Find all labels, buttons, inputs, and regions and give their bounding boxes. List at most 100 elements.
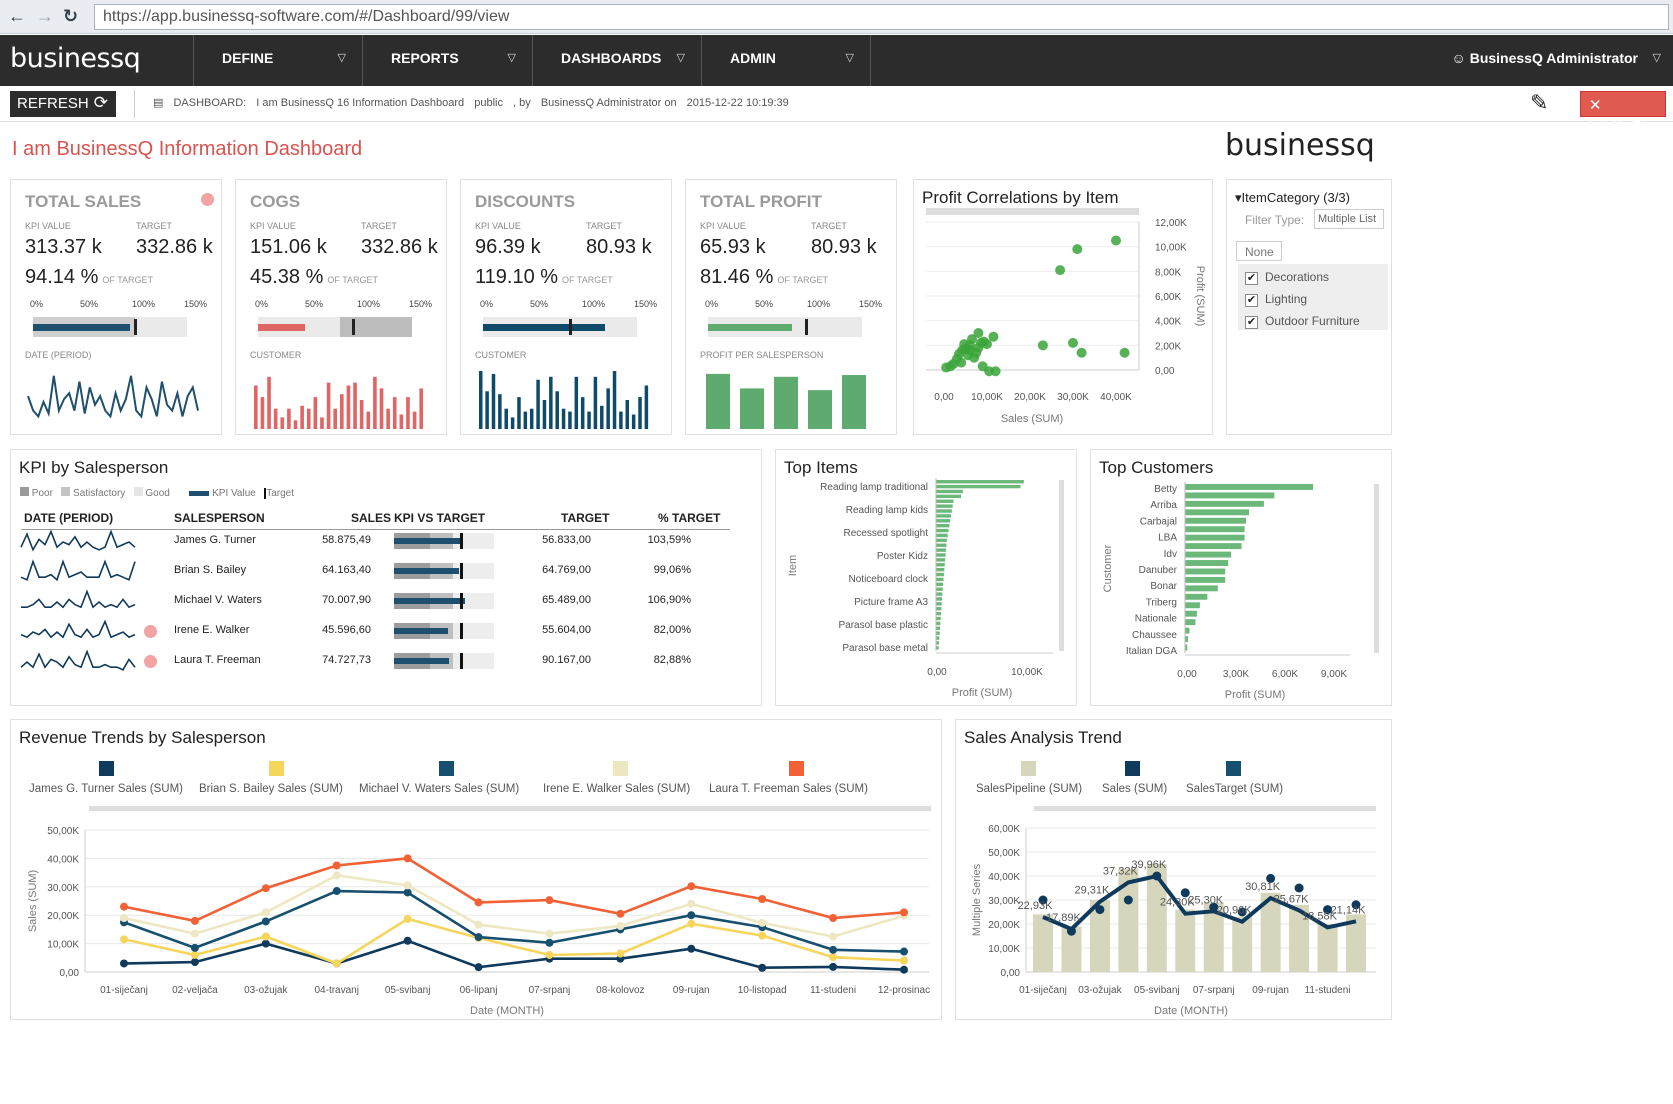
kpi-bar [254, 385, 258, 429]
kpi-bar [498, 394, 502, 429]
checkbox-checked[interactable]: ✔ [1245, 316, 1258, 329]
meta-date: 2015-12-22 10:19:39 [686, 97, 789, 109]
bar [936, 558, 946, 562]
bar [936, 504, 953, 508]
chevron-down-icon: ▽ [337, 52, 346, 64]
series-line [123, 874, 905, 938]
x-tick-label: 03-ožujak [244, 985, 288, 996]
bullet-target-marker [460, 593, 463, 609]
data-point [616, 921, 625, 930]
chevron-down-icon[interactable]: ▽ [1652, 52, 1661, 64]
filter-item-outdoor-furniture[interactable]: ✔ Outdoor Furniture [1245, 312, 1360, 330]
checkbox-checked[interactable]: ✔ [1245, 294, 1258, 307]
scatter-point [964, 345, 975, 356]
revenue-chart[interactable]: James G. Turner Sales (SUM) Brian S. Bail… [11, 720, 943, 1021]
checkbox-checked[interactable]: ✔ [1245, 272, 1258, 285]
url-input[interactable]: https://app.businessq-software.com/#/Das… [94, 4, 1669, 30]
kpi-bar [529, 408, 534, 429]
scatter-point [973, 328, 984, 338]
x-tick-label: 30,00K [1057, 392, 1089, 403]
legend-label: Satisfactory [73, 488, 126, 499]
bullet-value-bar [708, 324, 792, 331]
filter-item-decorations[interactable]: ✔ Decorations [1245, 268, 1329, 286]
kpi-target: 332.86 k [361, 236, 438, 258]
scatter-chart[interactable]: 0,00 2,00K 4,00K 6,00K 8,00K 10,00K 12,00K 0,00… [914, 180, 1214, 436]
user-menu[interactable]: ☺ BusinessQ Administrator [1452, 50, 1638, 66]
col-salesperson[interactable]: SALESPERSON [174, 511, 265, 525]
top-customers-card: Top Customers Betty Arriba Carbajal LBA Idv D… [1090, 449, 1392, 706]
bar [1185, 509, 1250, 516]
filter-card: ▾ItemCategory (3/3) Filter Type: Multipl… [1226, 179, 1392, 435]
legend-swatch [133, 487, 143, 496]
col-date[interactable]: DATE (PERIOD) [24, 511, 114, 525]
col-sales[interactable]: SALES [351, 511, 392, 525]
data-point [403, 888, 412, 897]
edit-pencil-icon[interactable]: ✎ [1530, 90, 1549, 115]
col-kpi-vs-target[interactable]: KPI VS TARGET [394, 511, 486, 525]
scatter-point [1119, 347, 1130, 358]
data-label: 29,31K [1074, 885, 1110, 897]
bar [936, 548, 947, 552]
bar [1185, 560, 1229, 566]
data-point [900, 956, 908, 965]
filter-item-lighting[interactable]: ✔ Lighting [1245, 290, 1307, 308]
x-tick-label: 08-kolovoz [596, 985, 644, 996]
x-tick-label: 3,00K [1223, 669, 1249, 680]
data-point [120, 935, 128, 944]
bar [1185, 644, 1188, 651]
bar [936, 528, 949, 533]
top-customers-chart[interactable]: Betty Arriba Carbajal LBA Idv Danuber Bonar Tri… [1091, 450, 1393, 707]
menu-reports[interactable]: REPORTS ▽ [362, 35, 532, 86]
filter-title[interactable]: ▾ItemCategory (3/3) [1235, 190, 1350, 206]
target-value: 56.833,00 [542, 534, 591, 546]
x-tick-label: 10-listopad [738, 985, 787, 996]
none-button[interactable]: None [1236, 241, 1282, 261]
sales-value: 70.007,90 [322, 594, 371, 606]
sales-trend-chart[interactable]: SalesPipeline (SUM) Sales (SUM) SalesTarge… [956, 720, 1393, 1021]
data-point [190, 943, 199, 952]
salesperson-name[interactable]: Laura T. Freeman [174, 654, 261, 666]
back-arrow-icon[interactable]: ← [8, 6, 26, 26]
reload-icon[interactable]: ↻ [63, 6, 79, 26]
col-pct-target[interactable]: % TARGET [658, 511, 721, 525]
col-target[interactable]: TARGET [561, 511, 610, 525]
data-point [332, 959, 341, 968]
kpi-percent: 119.10 % OF TARGET [475, 266, 613, 289]
category-label: Carbajal [1140, 516, 1177, 527]
x-tick-label: 06-lipanj [460, 985, 498, 996]
bar [1185, 593, 1208, 600]
legend-label: Poor [31, 488, 53, 499]
menu-define[interactable]: DEFINE ▽ [193, 35, 362, 86]
meta-by: , by [513, 97, 531, 109]
y-tick-label: 2,00K [1155, 341, 1181, 352]
data-point [545, 929, 554, 938]
x-tick-label: 0,00 [927, 667, 947, 678]
data-point [261, 917, 270, 926]
data-label: 25,30K [1188, 894, 1224, 906]
x-tick-label: 10,00K [971, 392, 1003, 403]
data-point [687, 919, 696, 928]
salesperson-name[interactable]: James G. Turner [174, 534, 256, 546]
pipeline-bar [1061, 926, 1082, 972]
category-label: Reading lamp kids [846, 505, 928, 516]
salesperson-name[interactable]: Michael V. Waters [174, 594, 262, 606]
menu-dashboards[interactable]: DASHBOARDS ▽ [532, 35, 701, 86]
salesperson-name[interactable]: Irene E. Walker [174, 624, 250, 636]
row-sparkline-chart [20, 559, 136, 582]
kpi-bar [300, 405, 304, 429]
cancel-button[interactable]: ✕ CANCEL [1580, 91, 1666, 131]
kpi-title: DISCOUNTS [475, 192, 576, 211]
refresh-button[interactable]: REFRESH ⟳ [10, 91, 116, 117]
brand-logo[interactable]: businessq [10, 43, 141, 74]
scatter-point [1068, 337, 1078, 348]
menu-admin[interactable]: ADMIN ▽ [701, 35, 871, 86]
kpi-mini-chart [706, 373, 866, 429]
data-label: 21,14K [1331, 904, 1367, 916]
legend-swatch [269, 761, 284, 776]
top-items-chart[interactable]: Reading lamp traditional Reading lamp kid… [776, 450, 1078, 707]
forward-arrow-icon[interactable]: → [36, 6, 54, 26]
salesperson-name[interactable]: Brian S. Bailey [174, 564, 247, 576]
bar [936, 563, 945, 567]
filter-type-select[interactable]: Multiple List [1314, 209, 1384, 229]
pct-target-value: 106,90% [647, 594, 691, 606]
